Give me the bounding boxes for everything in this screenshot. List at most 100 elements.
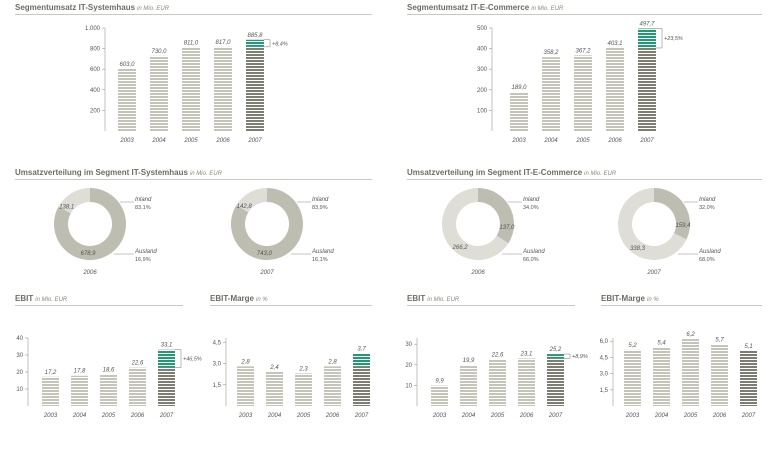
x-tick-label: 2006 — [325, 413, 340, 419]
bar-growth-segment — [638, 28, 656, 48]
bar-value-label: 2,4 — [269, 365, 279, 371]
unit-text: in Mio. EUR — [35, 297, 68, 303]
y-tick-label: 4,5 — [600, 355, 609, 361]
divider — [407, 305, 575, 306]
bar-growth-segment — [158, 349, 175, 368]
bar-value-label: 19,9 — [463, 358, 475, 364]
x-tick-label: 2004 — [151, 138, 166, 144]
slice-name-label: Ausland — [311, 249, 334, 255]
bar-value-label: 5,1 — [744, 344, 752, 350]
y-tick-label: 20 — [405, 363, 412, 369]
x-tick-label: 2004 — [72, 413, 87, 419]
slice-name-label: Inland — [135, 197, 152, 203]
chart-title-umsatzverteilung-it-systemhaus: Umsatzverteilung im Segment IT-Systemhau… — [15, 168, 222, 177]
chart-title-ebit-marge-it-ecommerce: EBIT-Marge in % — [601, 294, 659, 303]
chart-title-it-ecommerce-umsatz: Segmentumsatz IT-E-Commerce in Mio. EUR — [407, 3, 563, 12]
x-tick-label: 2003 — [432, 413, 447, 419]
bar-value-label: 23,1 — [520, 351, 533, 357]
bar-chart-ebit-marge-it-systemhaus: 1,5 3,0 4,5 2,8 2003 2,4 2004 2,3 2005 2,8 2006 3,7… — [213, 338, 370, 419]
slice-name-label: Ausland — [698, 249, 721, 255]
bar-growth-segment — [353, 353, 370, 367]
bar-growth-segment — [246, 39, 264, 47]
bar-2004 — [653, 347, 670, 406]
slice-pct-label: 66,0% — [523, 257, 539, 263]
growth-label: +8,9% — [572, 354, 588, 360]
bar-2006 — [214, 46, 232, 131]
x-tick-label: 2003 — [511, 138, 526, 144]
y-tick-label: 40 — [16, 336, 23, 342]
bar-2006 — [711, 344, 728, 406]
bar-2003 — [42, 376, 59, 406]
slice-pct-label: 83,9% — [312, 205, 328, 211]
x-tick-label: 2006 — [215, 138, 230, 144]
chart-title-it-systemhaus-umsatz: Segmentumsatz IT-Systemhaus in Mio. EUR — [15, 3, 169, 12]
x-tick-label: 2007 — [639, 138, 654, 144]
slice-name-label: Ausland — [522, 249, 545, 255]
bar-value-label: 730,0 — [151, 49, 167, 55]
y-tick-label: 1.000 — [85, 26, 101, 32]
bar-chart-it-systemhaus-umsatz: 200 400 600 800 1.000 603,0 2003 730,0 2004 811,0… — [85, 26, 288, 144]
divider — [15, 179, 372, 180]
slice-inland — [230, 188, 304, 260]
bar-2003 — [237, 366, 254, 406]
bar-2005 — [574, 55, 592, 132]
bar-2005 — [682, 339, 699, 406]
bar-2006 — [129, 367, 146, 406]
x-tick-label: 2005 — [296, 413, 311, 419]
slice-value-label: 142,8 — [237, 204, 253, 210]
x-tick-label: 2003 — [119, 138, 134, 144]
x-tick-label: 2005 — [101, 413, 116, 419]
bar-chart-ebit-marge-it-ecommerce: 1,5 3,0 4,5 6,0 5,2 2003 5,4 2004 6,2 2005 5,7 2006… — [600, 332, 757, 419]
bar-value-label: 367,2 — [575, 48, 591, 54]
y-tick-label: 400 — [477, 47, 488, 53]
bar-2003 — [624, 349, 641, 406]
bar-2006 — [324, 366, 341, 406]
divider — [15, 305, 183, 306]
x-tick-label: 2004 — [543, 138, 558, 144]
y-tick-label: 20 — [16, 370, 23, 376]
bar-2005 — [182, 47, 200, 132]
donut-2006 — [442, 188, 514, 260]
x-tick-label: 2007 — [354, 413, 369, 419]
x-tick-label: 2006 — [712, 413, 727, 419]
bar-value-label: 5,4 — [657, 341, 666, 347]
x-tick-label: 2006 — [519, 413, 534, 419]
bar-value-label: 2,8 — [327, 359, 337, 365]
unit-text: in Mio. EUR — [427, 297, 460, 303]
slice-value-label: 137,0 — [499, 225, 515, 231]
bar-2007 — [740, 350, 757, 406]
x-tick-label: 2007 — [247, 138, 262, 144]
divider — [601, 305, 762, 306]
bar-2006 — [518, 358, 535, 406]
bar-2004 — [150, 55, 168, 132]
x-tick-label: 2004 — [654, 413, 669, 419]
growth-label: +8,4% — [272, 41, 288, 47]
bar-2003 — [118, 68, 136, 131]
y-tick-label: 200 — [90, 108, 101, 114]
bar-2004 — [71, 375, 88, 406]
chart-title-ebit-it-systemhaus: EBIT in Mio. EUR — [15, 294, 67, 303]
x-tick-label: 2004 — [461, 413, 476, 419]
bar-value-label: 9,9 — [435, 379, 444, 385]
bar-2005 — [489, 359, 506, 406]
unit-text: in Mio. EUR — [531, 6, 564, 12]
bar-value-label: 811,0 — [184, 40, 199, 46]
y-tick-label: 500 — [477, 26, 488, 32]
y-tick-label: 1,5 — [213, 383, 222, 389]
title-text: Umsatzverteilung im Segment IT-E-Commerc… — [407, 168, 583, 177]
x-tick-label: 2003 — [625, 413, 640, 419]
bar-2004 — [460, 364, 477, 406]
bar-2003 — [510, 92, 528, 131]
x-tick-label: 2005 — [490, 413, 505, 419]
y-tick-label: 200 — [477, 88, 488, 94]
bar-value-label: 2,3 — [298, 366, 308, 372]
slice-name-label: Inland — [523, 197, 540, 203]
slice-pct-label: 68,0% — [699, 257, 715, 263]
unit-text: in % — [256, 297, 268, 303]
bar-value-label: 5,2 — [628, 343, 637, 349]
bar-value-label: 817,0 — [215, 40, 231, 46]
x-tick-label: 2005 — [183, 138, 198, 144]
x-tick-label: 2005 — [683, 413, 698, 419]
x-tick-label: 2006 — [607, 138, 622, 144]
donut-2006 — [54, 188, 127, 260]
